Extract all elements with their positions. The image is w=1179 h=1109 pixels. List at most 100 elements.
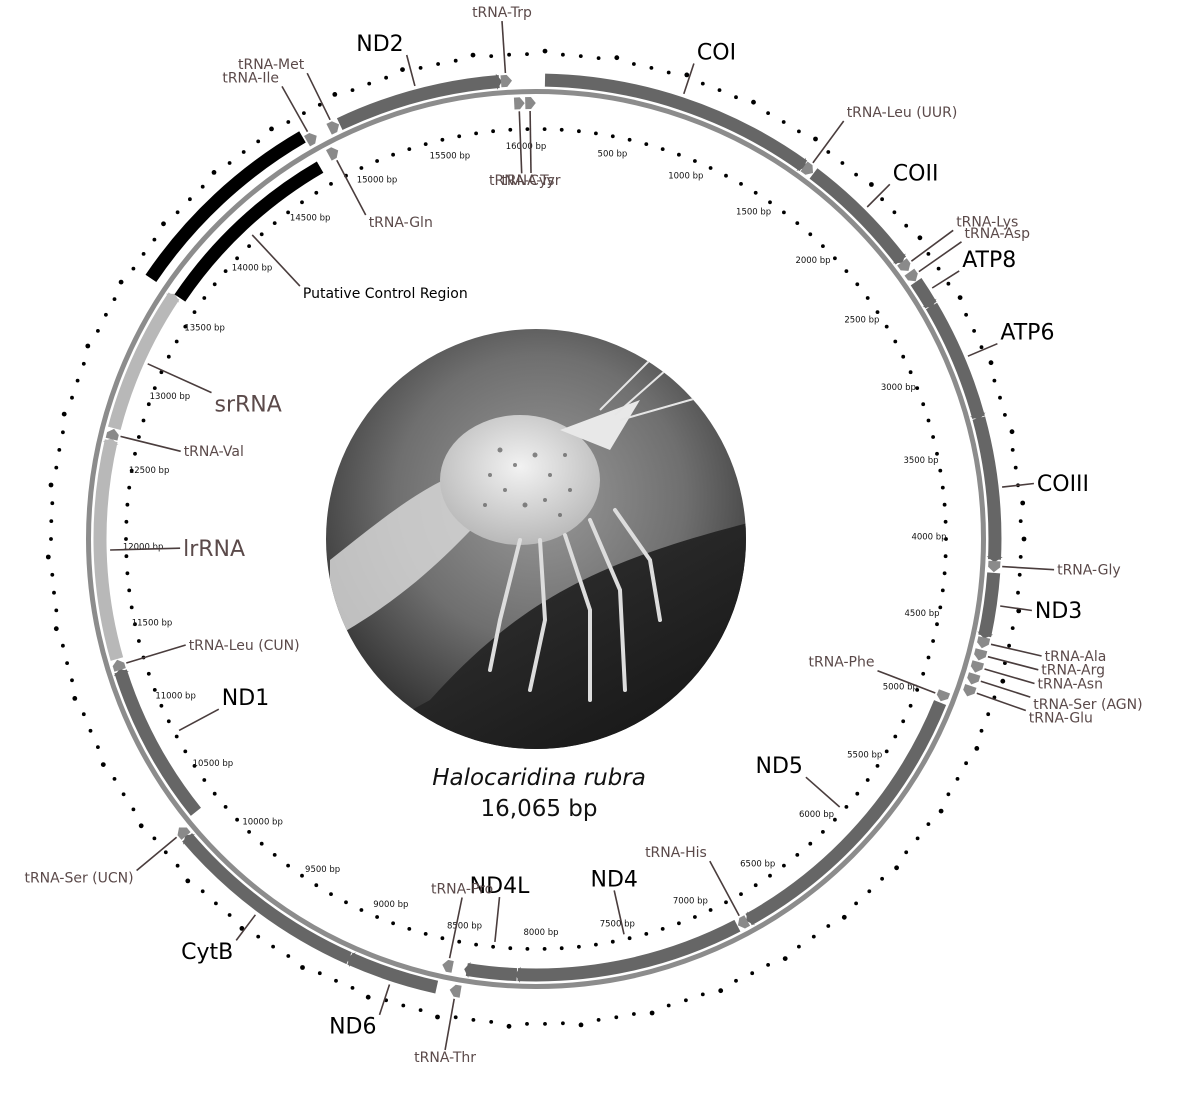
ring-dot bbox=[596, 1018, 601, 1022]
ring-dot bbox=[1016, 608, 1022, 614]
ring-dot bbox=[81, 361, 86, 366]
feature-trna-ile bbox=[304, 133, 317, 147]
ring-dot bbox=[610, 134, 615, 139]
label-nd5: ND5 bbox=[755, 754, 802, 779]
label-trna-phe: tRNA-Phe bbox=[809, 655, 875, 671]
ring-dot bbox=[241, 150, 246, 154]
feature-trna-thr bbox=[449, 984, 462, 998]
ring-dot bbox=[724, 900, 728, 905]
ring-dot bbox=[942, 571, 947, 576]
feature-trna-cys bbox=[513, 97, 525, 110]
ring-dot bbox=[734, 95, 738, 100]
ring-dot bbox=[940, 485, 945, 490]
ring-dot bbox=[901, 719, 906, 724]
ring-dot bbox=[49, 519, 54, 523]
ring-dot bbox=[53, 626, 59, 632]
label-trna-ala: tRNA-Ala bbox=[1045, 649, 1107, 665]
ring-dot bbox=[926, 252, 931, 256]
leader-trna-met bbox=[306, 72, 331, 121]
ring-dot bbox=[915, 386, 920, 390]
ring-dot bbox=[979, 345, 984, 350]
leader-nd2 bbox=[405, 54, 416, 87]
ring-dot bbox=[286, 863, 290, 868]
ring-dot bbox=[365, 994, 371, 1000]
leader-trna-ala bbox=[990, 643, 1042, 657]
ring-dot bbox=[401, 1003, 406, 1008]
ring-dot bbox=[644, 142, 649, 147]
ring-dot bbox=[54, 608, 59, 613]
ring-dot bbox=[159, 703, 164, 708]
ring-dot bbox=[795, 221, 800, 226]
ring-dot bbox=[314, 190, 319, 195]
leader-trna-asp bbox=[918, 241, 962, 273]
ring-dot bbox=[875, 764, 880, 768]
leader-putative-control-region bbox=[251, 234, 301, 287]
ring-dot bbox=[185, 878, 191, 884]
ring-dot bbox=[375, 159, 379, 163]
genome-backbone bbox=[86, 89, 986, 989]
ring-dot bbox=[750, 971, 755, 976]
label-trna-val: tRNA-Val bbox=[184, 444, 244, 460]
ring-dot bbox=[795, 853, 800, 857]
ring-dot bbox=[81, 712, 86, 717]
leader-trna-trp bbox=[501, 21, 507, 74]
leader-trna-leu-uur bbox=[812, 120, 845, 164]
tick-label: 6500 bp bbox=[740, 860, 775, 870]
ring-dot bbox=[644, 932, 649, 936]
ring-dot bbox=[938, 468, 943, 473]
ring-dot bbox=[259, 841, 264, 846]
ring-dot bbox=[684, 998, 688, 1003]
ring-dot bbox=[127, 588, 132, 593]
ring-dot bbox=[884, 324, 889, 329]
ring-dot bbox=[70, 395, 74, 400]
ring-dot bbox=[782, 210, 786, 215]
ring-dot bbox=[797, 129, 801, 134]
ring-dot bbox=[578, 1022, 584, 1028]
ring-dot bbox=[112, 777, 117, 781]
feature-trna-his bbox=[737, 915, 751, 929]
leader-nd4l bbox=[494, 897, 501, 942]
label-atp8: ATP8 bbox=[962, 248, 1016, 273]
ring-dot bbox=[183, 749, 188, 754]
feature-lrrna bbox=[93, 439, 124, 661]
ring-dot bbox=[436, 62, 440, 66]
ring-dot bbox=[921, 402, 926, 407]
ring-dot bbox=[45, 554, 51, 560]
ring-dot bbox=[677, 921, 681, 926]
ring-dot bbox=[100, 762, 106, 767]
feature-putative-control-region-outer bbox=[145, 131, 306, 283]
ring-dot bbox=[124, 537, 128, 541]
feature-trna-met bbox=[326, 121, 340, 135]
ring-dot bbox=[192, 764, 197, 768]
ring-dot bbox=[768, 873, 772, 878]
ring-dot bbox=[946, 792, 951, 797]
ring-dot bbox=[70, 678, 74, 683]
feature-nd4 bbox=[517, 919, 741, 982]
ring-dot bbox=[489, 54, 494, 58]
ring-dot bbox=[700, 81, 705, 86]
ring-dot bbox=[1000, 678, 1006, 684]
ring-dot bbox=[286, 210, 290, 215]
ring-dot bbox=[112, 297, 117, 301]
feature-coii bbox=[809, 168, 907, 265]
tick-label: 11500 bp bbox=[132, 619, 173, 629]
leader-coiii bbox=[1002, 482, 1034, 488]
feature-coiii-arrowhead bbox=[986, 556, 1003, 563]
leader-trna-glu bbox=[976, 692, 1027, 712]
label-coiii: COIII bbox=[1037, 472, 1089, 497]
ring-dot bbox=[300, 200, 304, 205]
ring-dot bbox=[596, 56, 601, 60]
tick-label: 3000 bp bbox=[881, 383, 916, 393]
ring-dot bbox=[718, 988, 724, 994]
ring-dot bbox=[163, 850, 168, 855]
label-trna-ile: tRNA-Ile bbox=[222, 70, 279, 86]
label-trna-met: tRNA-Met bbox=[238, 57, 305, 73]
ring-dot bbox=[359, 908, 364, 912]
feature-trna-ser-ucn bbox=[177, 827, 191, 840]
ring-dot bbox=[561, 52, 565, 57]
label-trna-leu-uur: tRNA-Leu (UUR) bbox=[847, 105, 958, 121]
ring-dot bbox=[223, 269, 228, 273]
ring-dot bbox=[286, 954, 291, 958]
ring-dot bbox=[491, 129, 495, 134]
